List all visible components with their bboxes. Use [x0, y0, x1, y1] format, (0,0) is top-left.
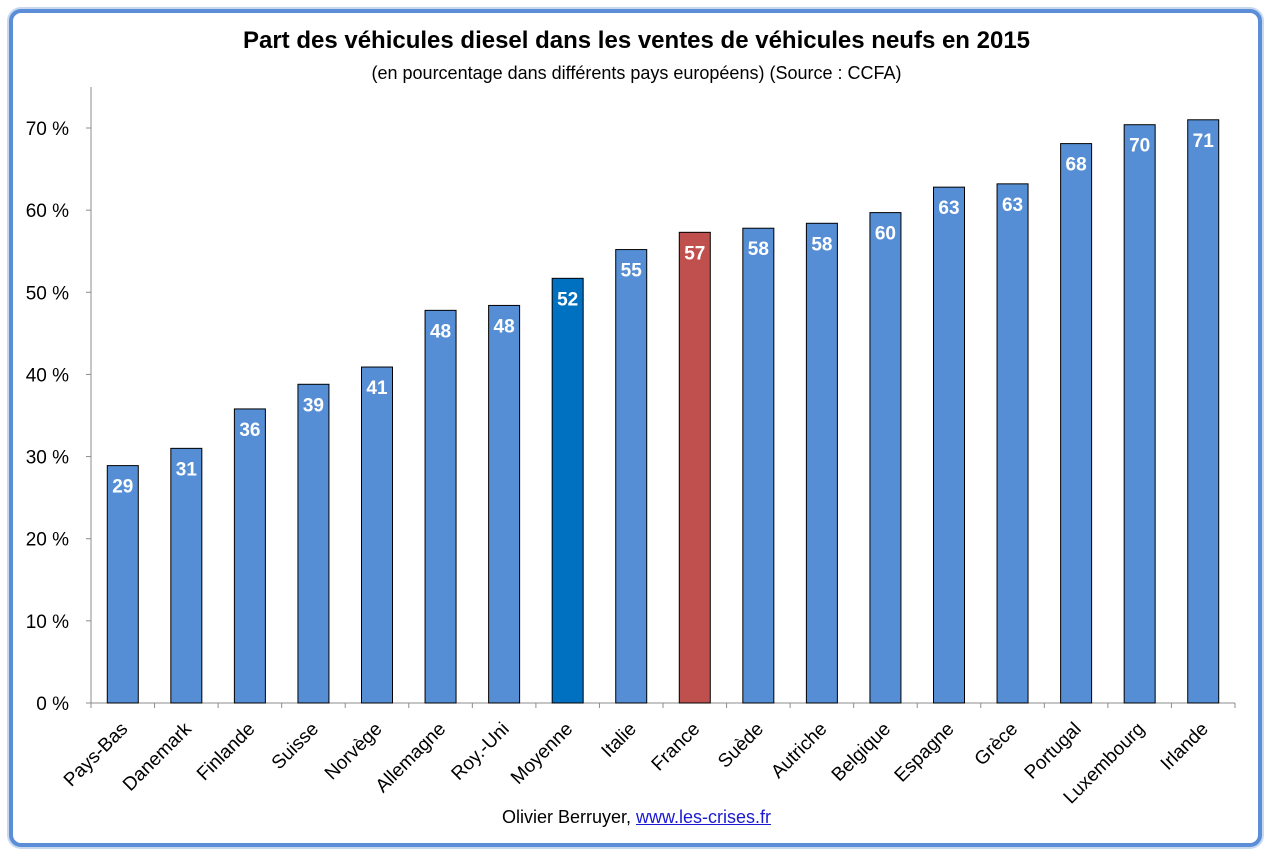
- category-label: Moyenne: [507, 719, 577, 789]
- footer-credit: Olivier Berruyer, www.les-crises.fr: [0, 807, 1273, 828]
- bar-suisse: [297, 383, 330, 704]
- site-link[interactable]: www.les-crises.fr: [636, 807, 772, 827]
- data-label: 58: [748, 239, 769, 260]
- bar-pays-bas: [106, 465, 139, 704]
- y-tick-label: 70 %: [26, 119, 69, 140]
- data-label: 48: [494, 316, 515, 337]
- author-name: Olivier Berruyer,: [501, 807, 631, 827]
- bar-gr-ce: [996, 183, 1029, 704]
- category-label: Portugal: [1021, 719, 1086, 784]
- y-tick-label: 0 %: [36, 694, 69, 715]
- bar-autriche: [805, 222, 838, 704]
- y-tick-label: 30 %: [26, 448, 69, 469]
- bar-norv-ge: [361, 366, 393, 704]
- chart-title: Part des véhicules diesel dans les vente…: [242, 27, 1031, 54]
- y-tick-label: 20 %: [26, 530, 69, 551]
- bar-italie: [615, 249, 648, 704]
- category-label: Finlande: [193, 719, 259, 785]
- data-label: 29: [112, 477, 133, 498]
- data-label: 48: [430, 321, 451, 342]
- category-label: Norvège: [321, 719, 387, 785]
- data-label: 55: [621, 261, 643, 282]
- bar-belgique: [869, 212, 902, 704]
- data-label: 31: [176, 459, 198, 480]
- data-label: 58: [811, 234, 832, 255]
- category-label: Autriche: [767, 719, 831, 783]
- category-label: Grèce: [971, 719, 1022, 770]
- data-label: 63: [1002, 195, 1023, 216]
- data-label: 71: [1193, 131, 1215, 152]
- data-label: 63: [938, 198, 959, 219]
- category-label: Allemagne: [372, 719, 450, 797]
- bar-finlande: [233, 408, 266, 704]
- category-label: France: [648, 719, 705, 776]
- bar-espagne: [933, 186, 965, 704]
- y-tick-label: 50 %: [26, 283, 69, 304]
- bar-allemagne: [424, 309, 457, 704]
- data-label: 52: [557, 289, 578, 310]
- category-label: Suède: [714, 719, 768, 773]
- bar-roy-uni: [488, 304, 521, 704]
- category-label: Irlande: [1157, 719, 1213, 775]
- bar-moyenne: [551, 277, 584, 704]
- data-label: 41: [366, 378, 388, 399]
- data-label: 68: [1066, 155, 1087, 176]
- bar-portugal: [1060, 143, 1093, 704]
- data-label: 36: [239, 420, 260, 441]
- data-label: 57: [684, 243, 705, 264]
- y-tick-label: 40 %: [26, 365, 69, 386]
- category-label: Roy.-Uni: [448, 719, 514, 785]
- chart-subtitle: (en pourcentage dans différents pays eur…: [371, 63, 902, 83]
- category-label: Danemark: [119, 718, 196, 795]
- bar-luxembourg: [1123, 124, 1156, 704]
- y-tick-label: 10 %: [26, 612, 69, 633]
- y-tick-label: 60 %: [26, 201, 69, 222]
- data-label: 60: [875, 224, 896, 245]
- category-label: Espagne: [891, 719, 959, 787]
- bar-su-de: [742, 227, 775, 704]
- data-label: 70: [1129, 136, 1150, 157]
- category-label: Belgique: [828, 719, 895, 786]
- bar-france: [678, 231, 711, 704]
- category-label: Suisse: [268, 719, 323, 774]
- data-label: 39: [303, 395, 324, 416]
- bar-irlande: [1187, 119, 1220, 704]
- category-label: Italie: [598, 719, 641, 762]
- bar-danemark: [170, 447, 203, 704]
